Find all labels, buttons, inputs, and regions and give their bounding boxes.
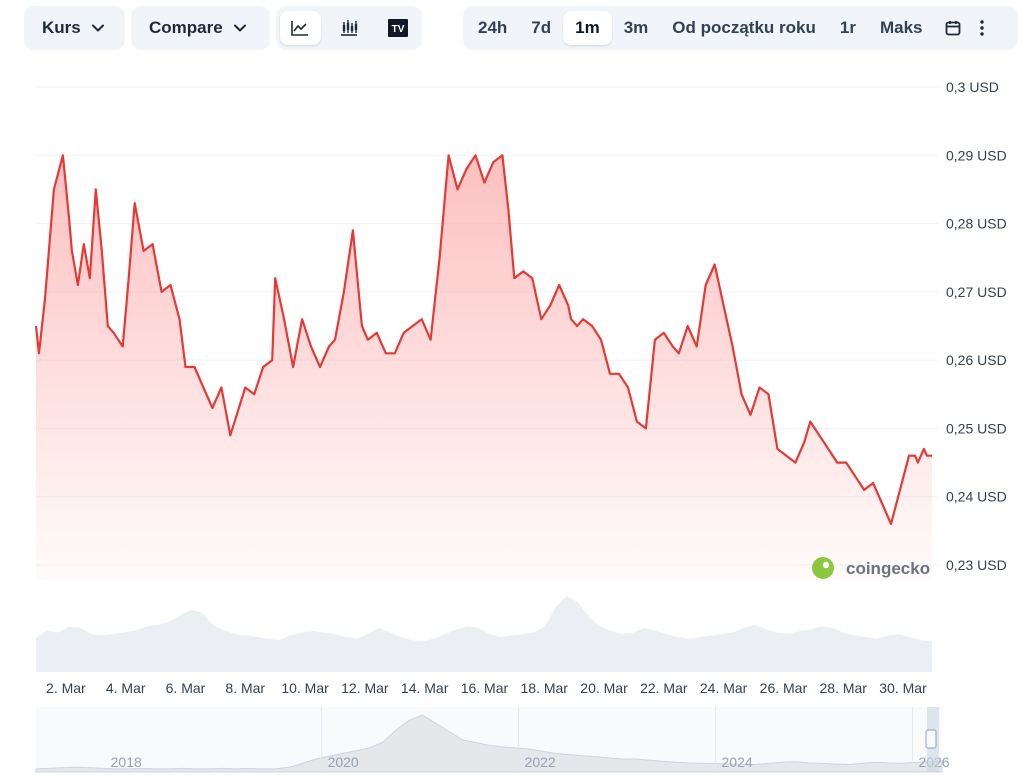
tradingview-icon: TV <box>387 19 408 37</box>
x-axis: 2. Mar 4. Mar 6. Mar 8. Mar 10. Mar 12. Mar 14… <box>46 680 927 696</box>
x-tick-label: 4. Mar <box>106 680 146 696</box>
y-tick-label: 0,28 USD <box>946 216 1007 232</box>
candlestick-chart-button[interactable] <box>329 11 370 45</box>
line-chart-button[interactable] <box>280 11 321 45</box>
x-tick-label: 28. Mar <box>819 680 867 696</box>
line-chart-icon <box>291 21 309 36</box>
y-tick-label: 0,23 USD <box>946 557 1007 573</box>
metric-dropdown-label: Kurs <box>42 18 81 37</box>
x-tick-label: 18. Mar <box>521 680 569 696</box>
range-navigator[interactable]: 20182020202220242026 <box>35 707 950 773</box>
x-tick-label: 24. Mar <box>700 680 748 696</box>
y-tick-label: 0,24 USD <box>946 489 1007 505</box>
navigator-handle[interactable] <box>925 729 937 749</box>
tradingview-chart-button[interactable]: TV <box>377 11 418 45</box>
range-selector: 24h 7d 1m 3m Od początku roku 1r Maks <box>463 6 1018 50</box>
navigator-series <box>35 714 943 773</box>
navigator-year-label: 2022 <box>525 754 556 770</box>
more-options-button[interactable] <box>972 11 992 45</box>
compare-dropdown-label: Compare <box>149 18 223 37</box>
chart-type-switcher: TV <box>276 6 422 50</box>
range-7d[interactable]: 7d <box>531 18 552 37</box>
range-max[interactable]: Maks <box>879 18 923 37</box>
tradingview-glyph: TV <box>391 24 404 35</box>
range-3m[interactable]: 3m <box>623 18 649 37</box>
metric-dropdown-button[interactable]: Kurs <box>24 18 121 38</box>
y-tick-label: 0,27 USD <box>946 284 1007 300</box>
more-vertical-icon <box>980 20 985 36</box>
navigator-year-label: 2024 <box>722 754 753 770</box>
x-tick-label: 14. Mar <box>401 680 449 696</box>
y-tick-label: 0,29 USD <box>946 147 1007 163</box>
x-tick-label: 22. Mar <box>640 680 688 696</box>
price-line[interactable] <box>34 154 932 526</box>
date-picker-button[interactable] <box>936 11 970 45</box>
x-tick-label: 30. Mar <box>879 680 927 696</box>
y-tick-label: 0,3 USD <box>946 79 999 95</box>
coingecko-logo-eye <box>822 561 830 569</box>
range-1y[interactable]: 1r <box>839 18 856 37</box>
x-tick-label: 20. Mar <box>580 680 628 696</box>
coingecko-watermark: coingecko <box>812 557 930 579</box>
chevron-down-icon <box>233 24 246 32</box>
candlestick-icon <box>341 20 358 36</box>
y-tick-label: 0,26 USD <box>946 352 1007 368</box>
chart-toolbar: Kurs Compare TV 24h 7d 1m 3m Od początku… <box>24 6 1024 50</box>
metric-dropdown[interactable]: Kurs <box>24 6 125 50</box>
watermark-text: coingecko <box>846 559 930 578</box>
compare-dropdown-button[interactable]: Compare <box>131 18 263 38</box>
x-tick-label: 10. Mar <box>281 680 329 696</box>
volume-series <box>36 596 932 672</box>
x-tick-label: 26. Mar <box>760 680 808 696</box>
range-24h[interactable]: 24h <box>478 18 508 37</box>
volume-area <box>36 596 932 672</box>
y-tick-label: 0,25 USD <box>946 420 1007 436</box>
range-1m[interactable]: 1m <box>563 11 612 45</box>
price-area <box>36 155 932 581</box>
coingecko-logo-icon <box>812 557 834 579</box>
x-tick-label: 2. Mar <box>46 680 86 696</box>
x-tick-label: 16. Mar <box>461 680 509 696</box>
navigator-year-label: 2020 <box>328 754 359 770</box>
navigator-year-label: 2018 <box>111 754 142 770</box>
compare-dropdown[interactable]: Compare <box>131 6 270 50</box>
chevron-down-icon <box>91 24 104 32</box>
x-tick-label: 12. Mar <box>341 680 389 696</box>
range-ytd[interactable]: Od początku roku <box>672 18 816 37</box>
x-tick-label: 8. Mar <box>225 680 265 696</box>
y-axis: 0,3 USD 0,29 USD 0,28 USD 0,27 USD 0,26 USD 0… <box>946 79 1007 573</box>
calendar-icon <box>946 21 961 36</box>
x-tick-label: 6. Mar <box>166 680 206 696</box>
